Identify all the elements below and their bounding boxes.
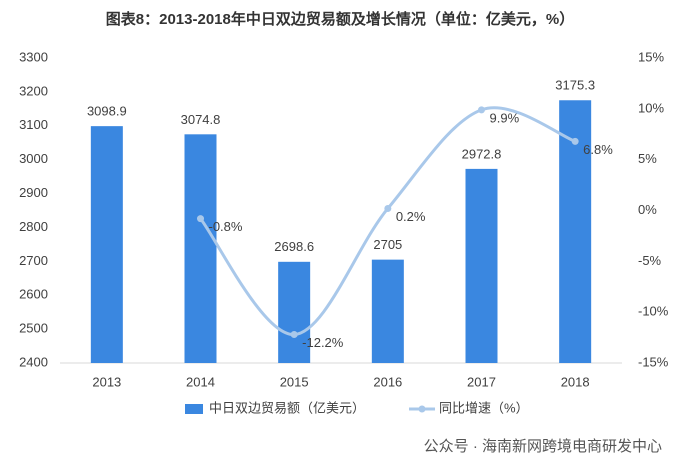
x-tick-label: 2016	[373, 374, 402, 389]
y2-tick-label: -10%	[638, 304, 669, 319]
bar-value-label: 2705	[373, 237, 402, 252]
x-tick-label: 2015	[280, 374, 309, 389]
y-tick-label: 3100	[19, 117, 48, 132]
y-tick-label: 2800	[19, 219, 48, 234]
legend-label: 同比增速（%）	[439, 400, 529, 415]
line-point	[478, 106, 485, 114]
y-tick-label: 3200	[19, 83, 48, 98]
y-tick-label: 2600	[19, 287, 48, 302]
y-tick-label: 3000	[19, 151, 48, 166]
bar-value-label: 3175.3	[555, 78, 595, 93]
line-value-label: 0.2%	[396, 209, 426, 224]
bar	[184, 134, 217, 363]
y2-tick-label: 0%	[638, 202, 657, 217]
line-point	[290, 331, 298, 339]
bar-value-label: 3098.9	[87, 104, 127, 119]
x-tick-label: 2018	[561, 374, 590, 389]
bar	[371, 259, 404, 363]
y-tick-label: 2500	[19, 321, 48, 336]
line-value-label: -0.8%	[209, 219, 243, 234]
bar-value-label: 2972.8	[462, 146, 502, 161]
x-tick-label: 2014	[186, 374, 215, 389]
watermark: 公众号 · 海南新网跨境电商研发中心	[424, 437, 662, 455]
legend-label: 中日双边贸易额（亿美元）	[209, 400, 365, 415]
y2-tick-label: 10%	[638, 100, 664, 115]
y-tick-label: 3300	[19, 49, 48, 64]
y-tick-label: 2900	[19, 185, 48, 200]
y2-tick-label: 15%	[638, 49, 664, 64]
line-point	[197, 215, 204, 223]
bar	[278, 261, 311, 363]
line-value-label: -12.2%	[302, 335, 344, 350]
line-value-label: 6.8%	[583, 142, 613, 157]
x-tick-label: 2013	[92, 374, 121, 389]
y2-tick-label: -5%	[638, 253, 662, 268]
line-point	[384, 204, 392, 212]
legend-swatch	[185, 404, 203, 414]
line-value-label: 9.9%	[490, 110, 520, 125]
y2-tick-label: 5%	[638, 151, 657, 166]
bar-value-label: 2698.6	[274, 239, 314, 254]
bar	[465, 168, 498, 363]
bar-value-label: 3074.8	[181, 112, 221, 127]
chart-title: 图表8：2013-2018年中日双边贸易额及增长情况（单位：亿美元，%）	[106, 10, 574, 28]
x-tick-label: 2017	[467, 374, 496, 389]
line-point	[571, 137, 579, 145]
y-tick-label: 2700	[19, 253, 48, 268]
legend-swatch	[418, 405, 426, 413]
line	[199, 106, 576, 337]
y2-tick-label: -15%	[638, 354, 669, 369]
bar	[90, 126, 123, 363]
y-tick-label: 2400	[19, 354, 48, 369]
